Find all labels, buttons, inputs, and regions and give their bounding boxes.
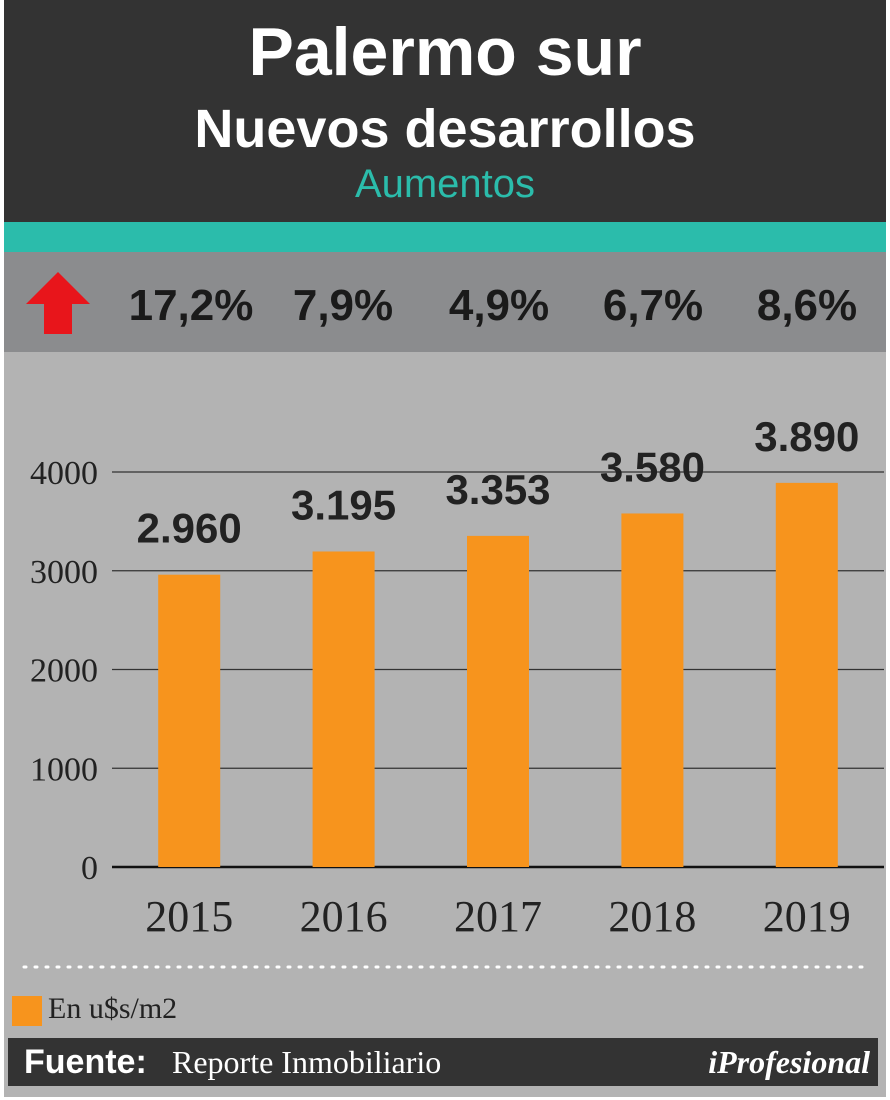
increase-value-2015: 17,2% bbox=[128, 281, 254, 330]
infographic: Palermo sur Nuevos desarrollos Aumentos … bbox=[4, 0, 886, 1097]
bar-chart: 0 1000 2000 3000 4000 2.960 2015 3.195 2016 3.353… bbox=[22, 413, 884, 969]
source-label: Fuente: bbox=[24, 1043, 147, 1081]
increase-band bbox=[4, 252, 886, 352]
y-tick-label: 1000 bbox=[30, 751, 98, 788]
bar bbox=[621, 513, 684, 867]
bar bbox=[467, 535, 529, 867]
accent-band bbox=[4, 222, 886, 252]
legend-swatch bbox=[12, 996, 42, 1026]
header: Palermo sur Nuevos desarrollos Aumentos bbox=[4, 0, 886, 222]
data-label: 3.195 bbox=[291, 481, 396, 528]
increase-value-2019: 8,6% bbox=[756, 281, 858, 330]
bar bbox=[158, 574, 221, 867]
x-tick-label: 2018 bbox=[608, 892, 696, 941]
legend-label: En u$s/m2 bbox=[48, 992, 178, 1025]
page-title: Palermo sur bbox=[248, 14, 642, 90]
y-tick-label: 3000 bbox=[30, 554, 98, 591]
increase-value-2018: 6,7% bbox=[602, 281, 704, 330]
data-label: 3.890 bbox=[754, 413, 859, 460]
increase-value-2017: 4,9% bbox=[448, 281, 550, 330]
x-tick-label: 2019 bbox=[763, 892, 851, 941]
data-label: 3.580 bbox=[600, 443, 705, 490]
tagline: Aumentos bbox=[354, 162, 536, 206]
source-value: Reporte Inmobiliario bbox=[172, 1044, 442, 1080]
y-tick-label: 4000 bbox=[30, 455, 98, 492]
increase-value-2016: 7,9% bbox=[292, 281, 394, 330]
data-label: 2.960 bbox=[137, 505, 242, 552]
page-subtitle: Nuevos desarrollos bbox=[194, 99, 696, 159]
x-tick-label: 2016 bbox=[300, 892, 388, 941]
red-up-arrow-icon bbox=[26, 272, 90, 334]
y-tick-label: 0 bbox=[81, 850, 98, 887]
data-label: 3.353 bbox=[445, 466, 550, 513]
footer: Fuente: Reporte Inmobiliario iProfesiona… bbox=[8, 1038, 878, 1086]
bar bbox=[312, 551, 375, 867]
brand-logo: iProfesional bbox=[708, 1044, 870, 1080]
bar bbox=[775, 482, 838, 867]
y-tick-label: 2000 bbox=[30, 653, 98, 690]
x-tick-label: 2017 bbox=[454, 892, 542, 941]
x-tick-label: 2015 bbox=[145, 892, 233, 941]
